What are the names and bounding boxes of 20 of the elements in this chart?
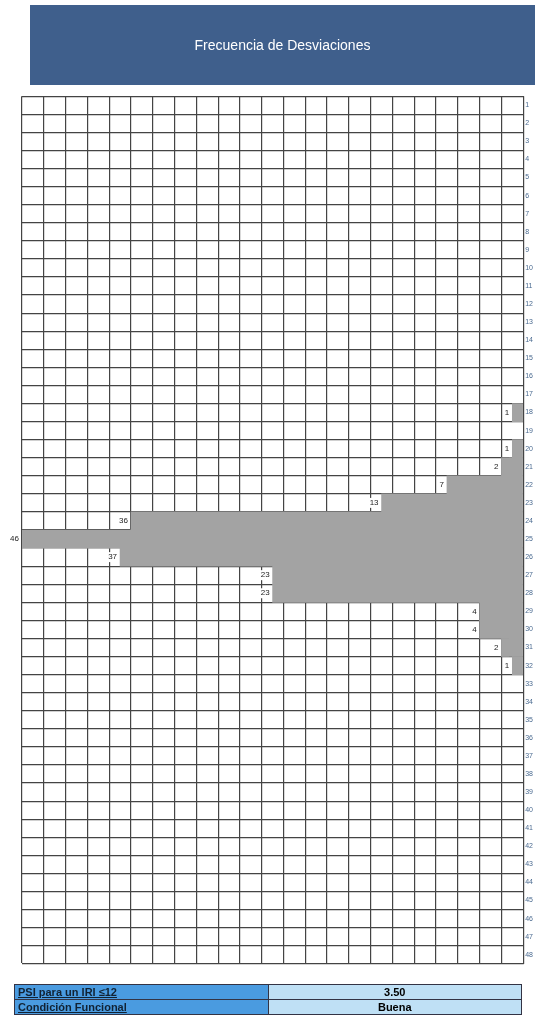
data-label: 1 <box>504 443 510 453</box>
text: 3.50 <box>268 984 522 1000</box>
data-label: 4 <box>472 624 478 634</box>
text: Condición Funcional <box>14 999 268 1015</box>
data-label: 36 <box>119 516 129 526</box>
bar <box>511 403 523 422</box>
chart-title: Frecuencia de Desviaciones <box>30 5 535 85</box>
data-label: 2 <box>493 461 499 471</box>
data-label: 46 <box>10 534 20 544</box>
data-label: 2 <box>493 642 499 652</box>
data-label: 37 <box>108 552 118 562</box>
text: PSI para un IRI ≤12 <box>14 984 268 1000</box>
data-label: 1 <box>504 407 510 417</box>
data-label: 13 <box>369 498 380 508</box>
data-label: 7 <box>439 480 445 490</box>
text: Buena <box>268 999 522 1015</box>
data-label: 1 <box>504 660 510 670</box>
data-label: 23 <box>260 570 271 580</box>
data-label: 23 <box>260 588 271 598</box>
data-label: 4 <box>472 606 478 616</box>
